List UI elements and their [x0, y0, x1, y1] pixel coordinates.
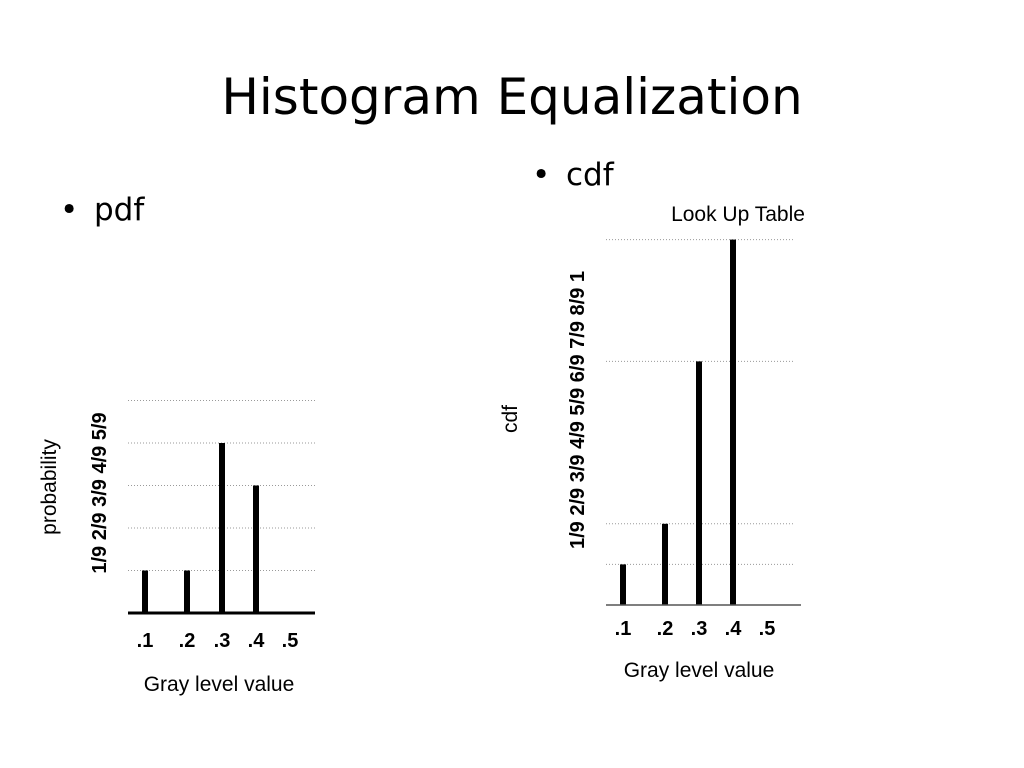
- cdf-y-tick-labels: 1/9 2/9 3/9 4/9 5/9 6/9 7/9 8/9 1: [567, 271, 589, 549]
- pdf-x-tick-label: .4: [248, 630, 266, 652]
- pdf-y-axis-title: probability: [38, 439, 61, 535]
- cdf-bar-p3: [696, 361, 702, 605]
- cdf-x-tick-label: .2: [657, 618, 674, 640]
- cdf-x-tick-labels: .1 .2 .3 .4 .5: [615, 618, 776, 640]
- bullet-pdf: • pdf: [60, 190, 144, 230]
- cdf-bars: [620, 239, 736, 605]
- cdf-y-axis-title: cdf: [499, 405, 522, 433]
- cdf-chart-title: Look Up Table: [671, 203, 805, 226]
- pdf-x-tick-label: .5: [282, 630, 299, 652]
- pdf-y-tick-labels: 1/9 2/9 3/9 4/9 5/9: [89, 412, 111, 573]
- cdf-x-tick-label: .3: [691, 618, 708, 640]
- pdf-bar-p1: [142, 570, 148, 613]
- pdf-x-tick-label: .3: [214, 630, 231, 652]
- cdf-bar-p1: [620, 564, 626, 605]
- cdf-x-tick-label: .5: [759, 618, 776, 640]
- cdf-bar-p2: [662, 523, 668, 605]
- cdf-x-axis-title: Gray level value: [624, 659, 775, 682]
- bullet-dot: •: [60, 192, 79, 228]
- bullet-cdf: • cdf: [532, 155, 614, 195]
- bullet-dot: •: [532, 157, 551, 193]
- cdf-x-tick-label: .4: [725, 618, 743, 640]
- bullet-pdf-label: pdf: [94, 192, 145, 228]
- pdf-bar-p3: [219, 443, 225, 613]
- pdf-chart: .1 .2 .3 .4 .5 1/9 2/9 3/9 4/9 5/9 Gray leve…: [38, 400, 315, 696]
- pdf-x-axis-title: Gray level value: [144, 673, 295, 696]
- pdf-bar-p2: [184, 570, 190, 613]
- pdf-x-tick-labels: .1 .2 .3 .4 .5: [137, 630, 299, 652]
- pdf-x-tick-label: .2: [179, 630, 196, 652]
- pdf-x-tick-label: .1: [137, 630, 154, 652]
- cdf-chart: Look Up Table .1 .2 .3 .4 .5 1/9 2/9 3/9 4/9…: [499, 203, 805, 682]
- bullet-cdf-label: cdf: [566, 157, 614, 193]
- cdf-bar-p4: [730, 239, 736, 605]
- pdf-bar-p4: [253, 485, 259, 613]
- pdf-bars: [142, 443, 259, 613]
- slide-title: Histogram Equalization: [221, 68, 803, 126]
- cdf-x-tick-label: .1: [615, 618, 632, 640]
